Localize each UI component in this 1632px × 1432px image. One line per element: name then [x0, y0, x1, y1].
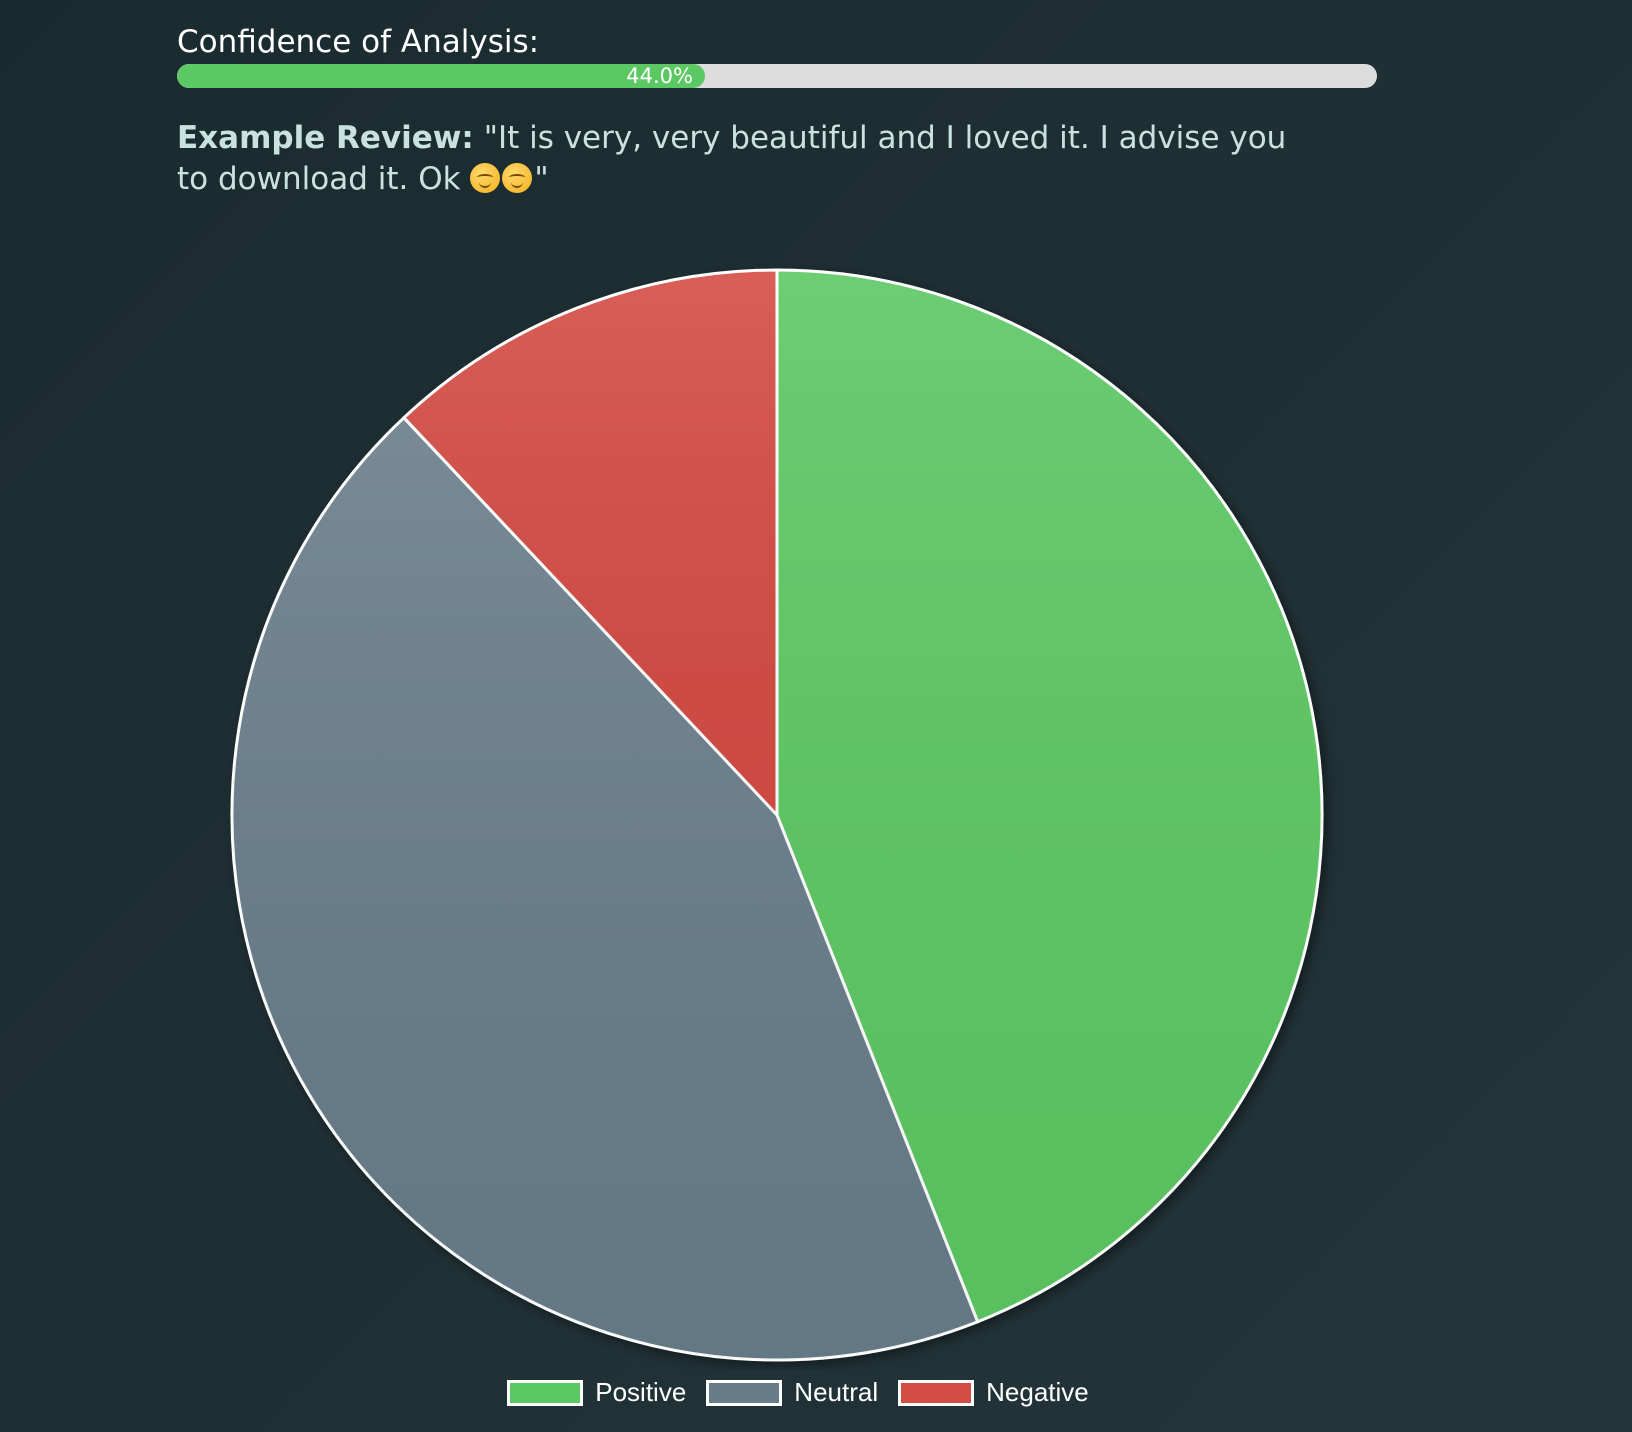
legend-swatch-neutral	[706, 1379, 783, 1406]
smiling-face-icon	[470, 163, 501, 193]
example-review: Example Review: "It is very, very beauti…	[177, 118, 1307, 200]
confidence-progress-value: 44.0%	[626, 64, 693, 88]
smiling-face-icon	[502, 163, 533, 193]
legend-label-neutral: Neutral	[794, 1377, 879, 1407]
legend-item-positive[interactable]: Positive	[507, 1377, 686, 1408]
legend-label-positive: Positive	[595, 1377, 687, 1407]
legend-label-negative: Negative	[986, 1377, 1089, 1407]
confidence-label: Confidence of Analysis:	[177, 24, 540, 60]
legend-item-negative[interactable]: Negative	[898, 1377, 1089, 1408]
legend-swatch-positive	[507, 1379, 584, 1406]
legend-swatch-negative	[898, 1379, 975, 1406]
chart-legend: Positive Neutral Negative	[0, 1377, 1614, 1408]
confidence-progress-bar: 44.0%	[177, 64, 1377, 88]
legend-item-neutral[interactable]: Neutral	[706, 1377, 878, 1408]
example-review-text: "It is very, very beautiful and I loved …	[177, 120, 1287, 197]
sentiment-pie-chart	[230, 268, 1324, 1362]
confidence-progress-fill: 44.0%	[177, 64, 705, 88]
example-review-label: Example Review:	[177, 120, 474, 156]
example-review-closing-quote: "	[534, 161, 549, 197]
